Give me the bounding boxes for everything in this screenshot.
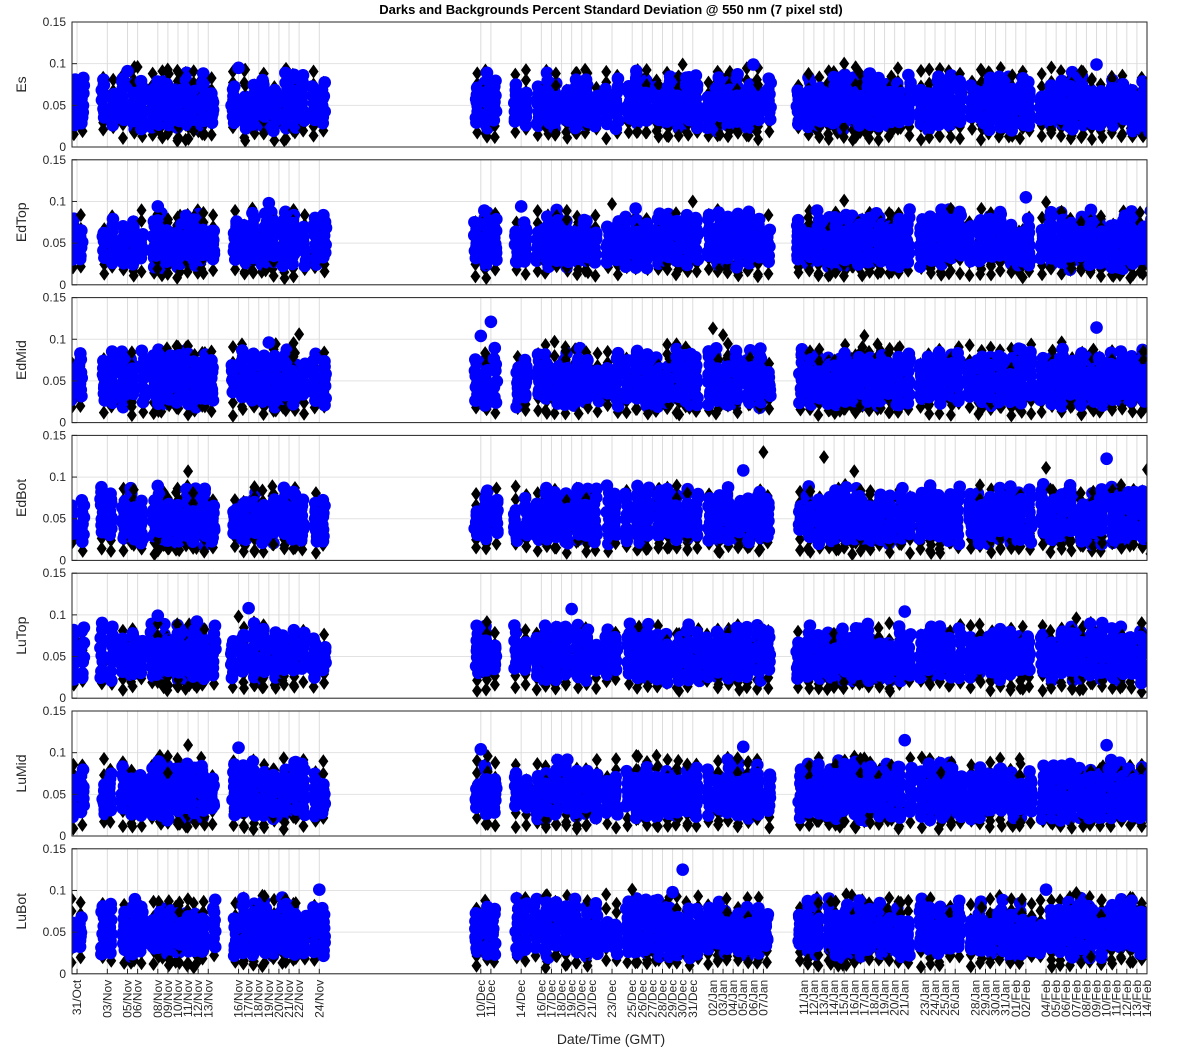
background-point <box>207 225 220 238</box>
background-point <box>1022 76 1035 89</box>
background-point <box>763 224 776 237</box>
background-point <box>953 75 966 88</box>
background-point <box>1143 125 1156 138</box>
background-point <box>839 68 852 81</box>
background-point <box>228 80 241 93</box>
dark-point <box>1147 260 1157 274</box>
background-point <box>75 224 88 237</box>
background-point <box>97 73 110 86</box>
background-outlier-point <box>515 200 528 213</box>
background-point <box>690 69 703 82</box>
background-point <box>753 213 766 226</box>
background-point <box>829 211 842 224</box>
background-point <box>518 216 531 229</box>
background-outlier-point <box>151 200 164 213</box>
background-point <box>1064 80 1077 93</box>
background-point <box>629 202 642 215</box>
background-point <box>1022 213 1035 226</box>
y-tick-label: 0.1 <box>49 194 66 208</box>
background-point <box>205 354 218 367</box>
background-outlier-point <box>747 58 760 71</box>
background-point <box>1085 204 1098 217</box>
background-point <box>297 69 310 82</box>
background-point <box>246 207 259 220</box>
background-point <box>580 215 593 228</box>
background-point <box>994 208 1007 221</box>
background-point <box>161 224 174 237</box>
y-axis-label: EdTop <box>13 202 29 242</box>
background-point <box>205 87 218 100</box>
y-tick-label: 0.1 <box>49 57 66 71</box>
background-point <box>256 74 269 87</box>
dark-point <box>1147 220 1157 234</box>
dark-point <box>1147 229 1157 243</box>
background-point <box>953 206 966 219</box>
background-outlier-point <box>232 62 245 75</box>
background-point <box>135 75 148 88</box>
background-point <box>1143 107 1156 120</box>
chart-title: Darks and Backgrounds Percent Standard D… <box>379 2 842 17</box>
background-point <box>1138 221 1151 234</box>
y-tick-label: 0.15 <box>43 15 67 29</box>
background-outlier-point <box>121 65 134 78</box>
background-outlier-point <box>1090 58 1103 71</box>
background-point <box>107 213 120 226</box>
background-point <box>318 76 331 89</box>
background-point <box>791 84 804 97</box>
background-point <box>1143 84 1156 97</box>
background-point <box>135 344 148 357</box>
dark-point <box>1147 242 1157 256</box>
background-outlier-point <box>1020 191 1033 204</box>
background-point <box>630 65 643 78</box>
background-point <box>932 70 945 83</box>
background-point <box>77 72 90 85</box>
y-tick-label: 0.05 <box>43 98 67 112</box>
background-point <box>236 344 249 357</box>
background-point <box>580 73 593 86</box>
y-tick-label: 0.05 <box>43 236 67 250</box>
y-axis-label: Es <box>13 76 29 92</box>
y-tick-label: 0.15 <box>43 153 67 167</box>
background-point <box>741 208 754 221</box>
background-point <box>74 347 87 360</box>
background-point <box>902 69 915 82</box>
background-point <box>489 74 502 87</box>
background-point <box>689 212 702 225</box>
background-point <box>151 214 164 227</box>
background-point <box>903 203 916 216</box>
background-point <box>510 78 523 91</box>
background-point <box>490 213 503 226</box>
dark-point <box>1147 249 1157 263</box>
background-point <box>1146 228 1159 241</box>
panels: 00.050.10.15Es00.050.10.15EdTop00.050.10… <box>13 15 1161 981</box>
background-point <box>762 72 775 85</box>
background-point <box>317 209 330 222</box>
background-point <box>619 211 632 224</box>
background-point <box>641 218 654 231</box>
background-point <box>590 227 603 240</box>
x-axis-label: Date/Time (GMT) <box>557 1031 665 1047</box>
background-outlier-point <box>263 197 276 210</box>
background-point <box>520 87 533 100</box>
dark-point <box>1147 210 1157 224</box>
background-point <box>1145 205 1158 218</box>
background-point <box>612 72 625 85</box>
background-point <box>731 68 744 81</box>
background-point <box>811 204 824 217</box>
background-point <box>599 83 612 96</box>
